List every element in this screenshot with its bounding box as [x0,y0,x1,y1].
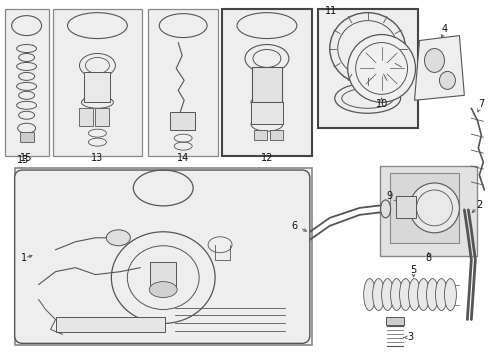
Bar [150,262,176,289]
Text: 4: 4 [441,24,447,33]
Ellipse shape [424,49,444,72]
Ellipse shape [372,279,385,310]
Bar [251,102,283,124]
Bar [380,166,477,256]
Text: 11: 11 [325,6,337,16]
Polygon shape [415,36,465,100]
Ellipse shape [444,279,456,310]
Bar [84,72,110,102]
Bar [15,168,312,345]
Text: 13: 13 [17,155,29,165]
Text: 12: 12 [261,153,273,163]
Ellipse shape [364,279,376,310]
Ellipse shape [381,200,391,218]
Ellipse shape [149,282,177,298]
Bar [52,9,142,156]
Bar [79,108,94,126]
Text: 14: 14 [177,153,189,163]
Text: 3: 3 [408,332,414,342]
Bar [395,196,416,218]
Bar [55,318,165,332]
Ellipse shape [417,279,429,310]
Ellipse shape [410,183,460,233]
Bar [252,67,282,102]
Bar [5,9,49,156]
Ellipse shape [436,279,447,310]
Text: 10: 10 [375,99,388,109]
Bar [170,112,195,130]
Bar [148,9,218,156]
Bar [96,108,109,126]
Ellipse shape [382,279,393,310]
Ellipse shape [106,230,130,246]
Text: 6: 6 [292,221,298,231]
Text: 7: 7 [478,99,485,109]
Text: 13: 13 [91,153,103,163]
FancyBboxPatch shape [15,170,310,343]
Ellipse shape [391,279,403,310]
Bar [386,318,404,325]
Text: 9: 9 [387,191,392,201]
Bar [390,173,460,243]
Ellipse shape [399,279,412,310]
Text: 2: 2 [476,200,483,210]
Text: 15: 15 [21,153,33,163]
Ellipse shape [440,71,455,89]
Bar [222,9,312,156]
Text: 5: 5 [411,265,416,275]
Ellipse shape [348,35,416,102]
Text: 1: 1 [21,253,27,263]
Bar [318,9,417,128]
Bar [254,130,267,140]
Ellipse shape [426,279,439,310]
Bar [20,132,34,142]
Bar [270,130,283,140]
Text: 8: 8 [425,253,432,263]
Ellipse shape [409,279,420,310]
